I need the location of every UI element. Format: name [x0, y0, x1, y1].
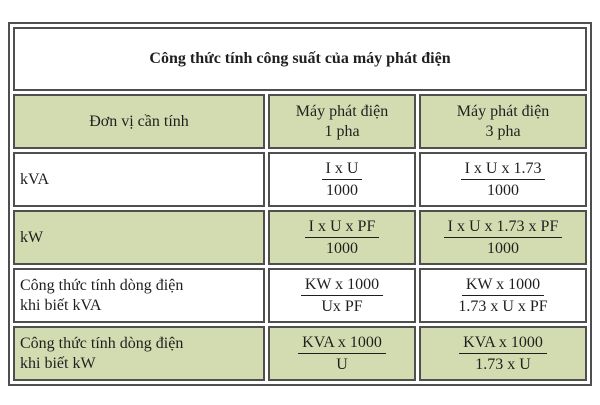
fraction-numerator: KW x 1000 [461, 275, 545, 296]
header-3-phase: Máy phát điện 3 pha [419, 94, 588, 149]
row-label-current-kw: Công thức tính dòng điện khi biết kW [13, 326, 265, 381]
row-label-line2: khi biết kW [20, 354, 96, 372]
row-label-kva: kVA [13, 152, 265, 207]
row-label-line1: Công thức tính dòng điện [20, 335, 184, 353]
table-row-kva: kVA I x U 1000 I x U x 1.73 1000 [13, 152, 588, 207]
formula-current-kva-3pha: KW x 1000 1.73 x U x PF [419, 268, 588, 323]
fraction-denominator: 1000 [326, 240, 358, 257]
header-unit: Đơn vị cần tính [13, 94, 265, 149]
row-label-line1: Công thức tính dòng điện [20, 277, 184, 295]
header-3-phase-line2: 3 pha [485, 122, 521, 140]
fraction-denominator: U [336, 356, 348, 373]
formula-current-kw-3pha: KVA x 1000 1.73 x U [419, 326, 588, 381]
formula-kw-3pha: I x U x 1.73 x PF 1000 [419, 210, 588, 265]
formula-current-kva-1pha: KW x 1000 Ux PF [268, 268, 416, 323]
fraction-denominator: Ux PF [321, 298, 363, 315]
formula-current-kw-1pha: KVA x 1000 U [268, 326, 416, 381]
row-label-current-kva: Công thức tính dòng điện khi biết kVA [13, 268, 265, 323]
table-row-kw: kW I x U x PF 1000 I x U x 1.73 x PF 1000 [13, 210, 588, 265]
fraction-numerator: I x U x 1.73 x PF [443, 217, 563, 238]
fraction-denominator: 1000 [487, 240, 520, 257]
header-row: Đơn vị cần tính Máy phát điện 1 pha Máy … [13, 94, 588, 149]
row-label-line: kVA [20, 170, 50, 188]
row-label-line2: khi biết kVA [20, 296, 102, 314]
table-row-current-kva: Công thức tính dòng điện khi biết kVA KW… [13, 268, 588, 323]
fraction-denominator: 1000 [325, 182, 358, 199]
formula-kva-1pha: I x U 1000 [268, 152, 416, 207]
header-1-phase-line2: 1 pha [324, 122, 360, 140]
power-formula-table: Công thức tính công suất của máy phát đi… [8, 22, 593, 386]
header-unit-label: Đơn vị cần tính [89, 112, 189, 130]
fraction-denominator: 1.73 x U x PF [458, 298, 548, 315]
formula-kva-3pha: I x U x 1.73 1000 [419, 152, 588, 207]
fraction-numerator: KVA x 1000 [298, 333, 386, 354]
formula-kw-1pha: I x U x PF 1000 [268, 210, 416, 265]
fraction-numerator: I x U [321, 159, 363, 180]
header-3-phase-line1: Máy phát điện [456, 103, 550, 121]
fraction-denominator: 1000 [487, 182, 519, 199]
fraction-numerator: I x U x 1.73 [460, 159, 546, 180]
row-label-kw: kW [13, 210, 265, 265]
table-title: Công thức tính công suất của máy phát đi… [13, 27, 588, 91]
fraction-numerator: I x U x PF [304, 217, 380, 238]
row-label-line: kW [20, 228, 44, 246]
table-row-current-kw: Công thức tính dòng điện khi biết kW KVA… [13, 326, 588, 381]
header-1-phase: Máy phát điện 1 pha [268, 94, 416, 149]
title-row: Công thức tính công suất của máy phát đi… [13, 27, 588, 91]
header-1-phase-line1: Máy phát điện [295, 103, 389, 121]
fraction-numerator: KVA x 1000 [459, 333, 547, 354]
fraction-denominator: 1.73 x U [475, 356, 531, 373]
fraction-numerator: KW x 1000 [300, 275, 384, 296]
